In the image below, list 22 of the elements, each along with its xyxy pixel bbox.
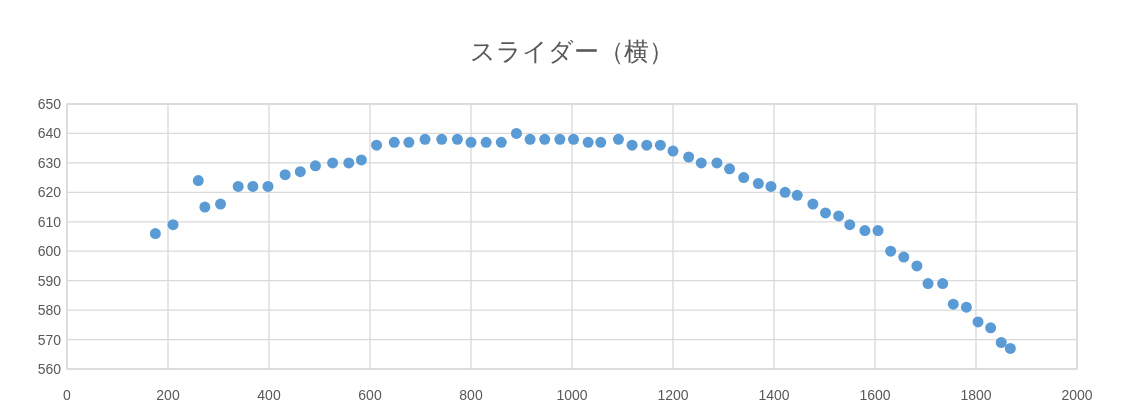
y-tick-label: 640 bbox=[37, 125, 62, 142]
y-tick-label: 610 bbox=[37, 213, 62, 230]
y-tick-label: 620 bbox=[37, 184, 62, 201]
x-tick-label: 600 bbox=[358, 387, 382, 403]
x-tick-label: 1400 bbox=[758, 387, 790, 403]
y-tick-label: 560 bbox=[37, 361, 62, 377]
y-tick-label: 580 bbox=[37, 302, 62, 319]
x-tick-label: 1800 bbox=[960, 387, 992, 403]
x-tick-label: 2000 bbox=[1061, 387, 1093, 403]
x-tick-label: 1000 bbox=[556, 387, 588, 403]
y-tick-label: 590 bbox=[37, 272, 62, 289]
x-tick-label: 1200 bbox=[657, 387, 689, 403]
y-tick-label: 600 bbox=[37, 243, 62, 260]
chart-title: スライダー（横） bbox=[470, 37, 674, 65]
x-tick-label: 400 bbox=[257, 387, 281, 403]
x-tick-label: 200 bbox=[156, 387, 180, 403]
y-tick-label: 570 bbox=[37, 331, 62, 348]
x-tick-label: 800 bbox=[459, 387, 483, 403]
x-tick-label: 0 bbox=[63, 387, 72, 403]
y-tick-label: 630 bbox=[37, 154, 62, 171]
y-tick-label: 650 bbox=[37, 96, 62, 112]
x-tick-label: 1600 bbox=[859, 387, 891, 403]
